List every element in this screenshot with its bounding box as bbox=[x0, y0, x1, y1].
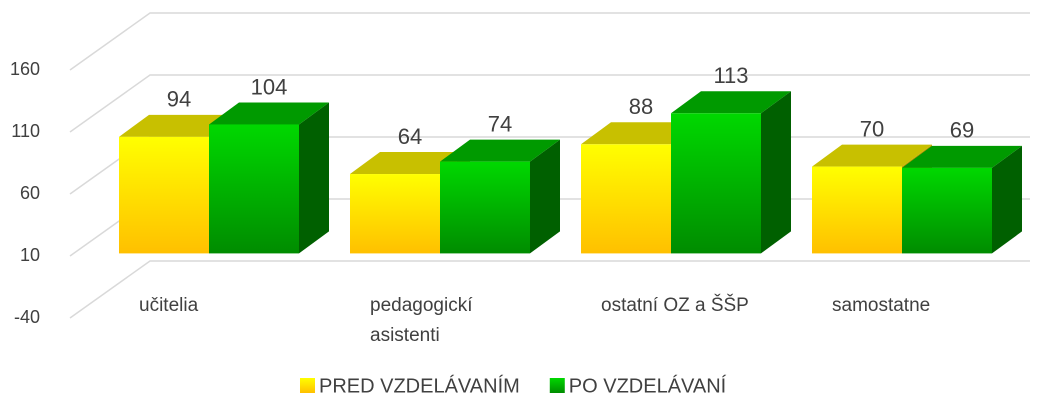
value-label: 104 bbox=[251, 74, 288, 99]
bar bbox=[671, 113, 761, 254]
value-label: 113 bbox=[713, 63, 748, 88]
bar-top bbox=[671, 91, 791, 114]
legend-swatch bbox=[549, 378, 565, 393]
value-label: 74 bbox=[488, 111, 512, 136]
value-label: 88 bbox=[629, 94, 653, 119]
grid-line bbox=[69, 74, 1030, 133]
bar-top bbox=[902, 145, 1022, 168]
y-tick-label: 110 bbox=[11, 121, 40, 141]
bar bbox=[812, 166, 902, 254]
legend-label: PO VZDELÁVANÍ bbox=[569, 374, 727, 397]
bar bbox=[209, 124, 299, 254]
x-tick-label: ostatní OZ a ŠŠP bbox=[601, 294, 749, 316]
legend-swatch bbox=[300, 378, 315, 393]
y-tick-label: -40 bbox=[14, 307, 40, 327]
x-tick-label: učitelia bbox=[139, 295, 199, 316]
x-tick-label: samostatne bbox=[832, 295, 930, 316]
value-label: 94 bbox=[167, 87, 191, 112]
bar bbox=[440, 161, 530, 254]
y-tick-label: 60 bbox=[20, 183, 40, 203]
value-label: 64 bbox=[398, 124, 422, 149]
bar bbox=[902, 167, 992, 254]
legend-label: PRED VZDELÁVANÍM bbox=[319, 374, 520, 397]
value-label: 70 bbox=[860, 116, 884, 141]
bar bbox=[119, 136, 209, 254]
bar bbox=[350, 174, 440, 254]
bar-side bbox=[992, 145, 1022, 254]
bar-top bbox=[209, 102, 329, 125]
y-tick-label: 10 bbox=[20, 245, 40, 265]
value-label: 69 bbox=[950, 118, 974, 143]
y-tick-label: 160 bbox=[10, 59, 40, 79]
bar-top bbox=[812, 144, 932, 167]
bar-side bbox=[761, 91, 791, 254]
grid-line bbox=[69, 12, 1030, 71]
bar-side bbox=[530, 139, 560, 254]
bar-top bbox=[440, 139, 560, 162]
bar-side bbox=[299, 102, 329, 254]
bar bbox=[581, 144, 671, 254]
x-tick-label: pedagogickí asistenti bbox=[370, 295, 478, 346]
grid-line bbox=[69, 260, 1030, 319]
